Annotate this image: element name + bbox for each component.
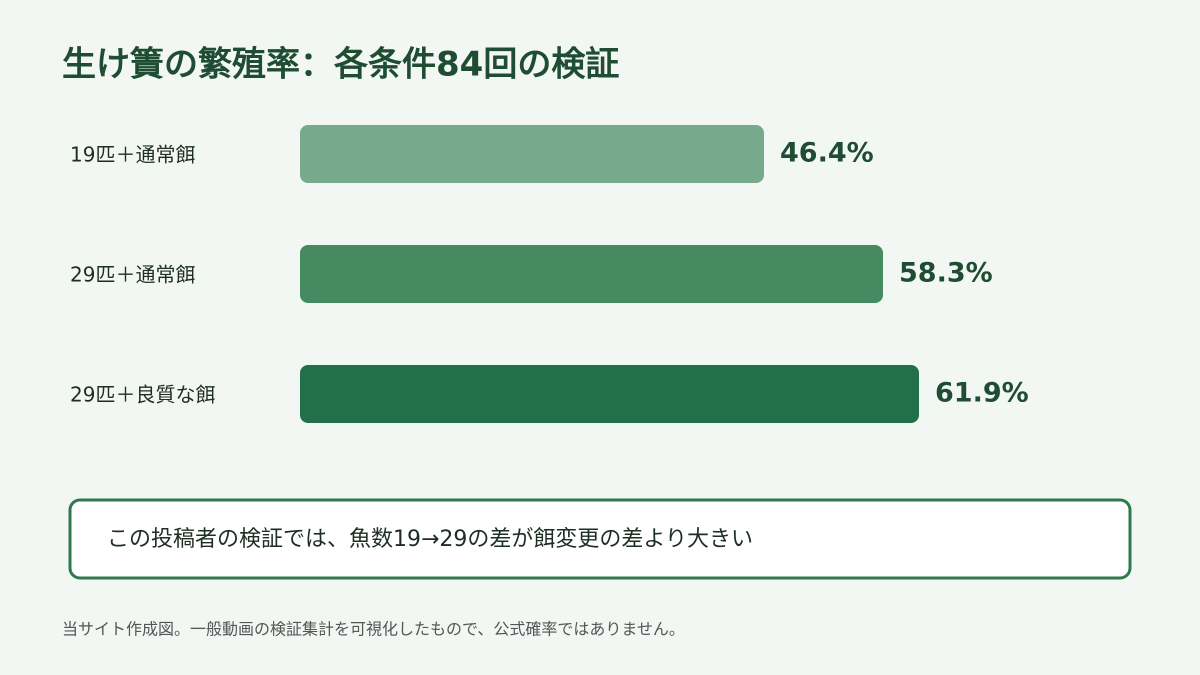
source-note: 当サイト作成図。一般動画の検証集計を可視化したもので、公式確率ではありません。	[62, 620, 685, 639]
chart-title: 生け簀の繁殖率：各条件84回の検証	[62, 45, 619, 85]
bar	[300, 125, 764, 183]
category-label: 19匹＋通常餌	[70, 143, 195, 167]
value-label: 61.9%	[935, 378, 1029, 409]
note-box	[68, 498, 1132, 580]
bar	[300, 365, 919, 423]
note-text: この投稿者の検証では、魚数19→29の差が餌変更の差より大きい	[107, 527, 753, 552]
value-label: 46.4%	[780, 138, 874, 169]
bar	[300, 245, 883, 303]
category-label: 29匹＋通常餌	[70, 263, 195, 287]
category-label: 29匹＋良質な餌	[70, 383, 215, 407]
value-label: 58.3%	[899, 258, 993, 289]
